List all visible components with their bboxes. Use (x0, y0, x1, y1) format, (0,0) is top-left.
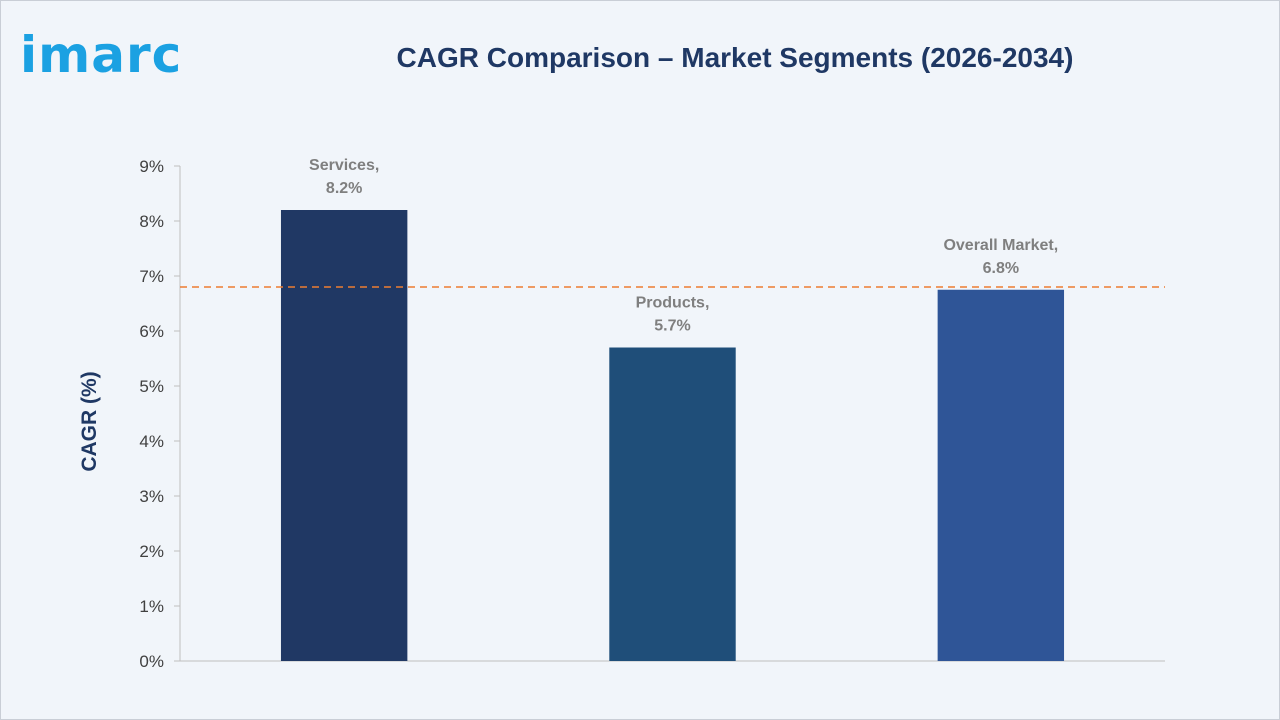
imarc-logo-graphic: imarc (20, 26, 182, 84)
imarc-logo-text: imarc (20, 26, 182, 84)
y-axis: 0% 1% 2% 3% 4% 5% 6% 7% 8% 9% (139, 157, 1165, 671)
y-tick-label: 4% (139, 432, 164, 451)
data-label-line: Products, (636, 295, 710, 312)
bars (280, 210, 1065, 661)
y-tick-label: 6% (139, 322, 164, 341)
y-tick-label: 9% (139, 157, 164, 176)
bar (609, 347, 736, 661)
data-label-line: 8.2% (326, 180, 362, 197)
data-labels: Services, 8.2% Products, 5.7% Overall Market… (309, 157, 1058, 335)
bar (937, 289, 1065, 661)
data-label: Overall Market, 6.8% (943, 237, 1058, 277)
data-label: Services, 8.2% (309, 157, 379, 197)
data-label-line: Services, (309, 157, 379, 174)
y-tick-label: 8% (139, 212, 164, 231)
y-axis-title: CAGR (%) (78, 371, 101, 471)
y-tick-label: 5% (139, 377, 164, 396)
y-tick-label: 0% (139, 652, 164, 671)
y-tick-label: 2% (139, 542, 164, 561)
bar (280, 210, 408, 661)
y-tick-label: 7% (139, 267, 164, 286)
imarc-logo: imarc (20, 14, 210, 84)
y-tick-label: 1% (139, 597, 164, 616)
y-tick-label: 3% (139, 487, 164, 506)
chart-title: CAGR Comparison – Market Segments (2026-… (396, 42, 1074, 73)
data-label: Products, 5.7% (636, 295, 710, 335)
data-label-line: Overall Market, (943, 237, 1058, 254)
data-label-line: 5.7% (654, 318, 690, 335)
data-label-line: 6.8% (983, 260, 1019, 277)
